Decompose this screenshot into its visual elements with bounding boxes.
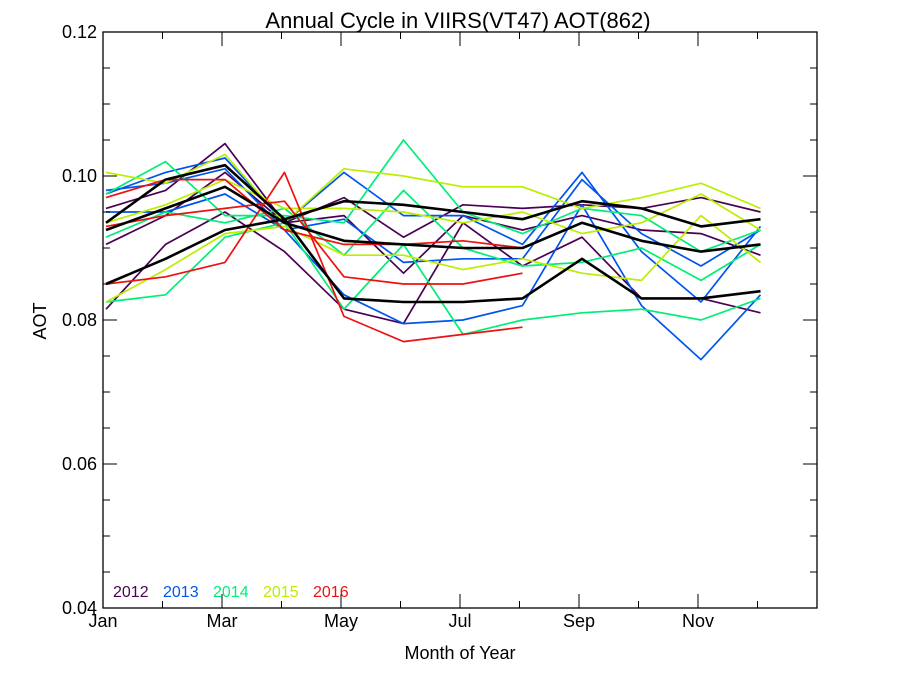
series-line [105,221,761,336]
series-line [105,178,761,235]
series-line [105,200,523,285]
legend-entry-2016: 2016 [313,584,349,601]
series-line [105,163,761,228]
series-line [105,153,761,224]
series-line [106,178,761,267]
legend: 2012 2013 2014 2015 2016 [113,584,349,601]
series-line [105,142,761,239]
series-line [105,139,761,253]
y-tick-label: 0.06 [62,454,97,474]
y-tick-label: 0.12 [62,22,97,42]
x-tick-label: Nov [682,611,714,631]
x-tick-label: May [324,611,358,631]
series-line [105,185,761,253]
chart-title: Annual Cycle in VIIRS(VT47) AOT(862) [265,8,650,33]
y-tick-labels: 0.04 0.06 0.08 0.10 0.12 [62,22,97,618]
series-line [105,157,762,303]
x-tick-label: Jan [88,611,117,631]
legend-entry-2014: 2014 [213,584,249,601]
y-tick-label: 0.10 [62,166,97,186]
series-line [105,189,761,282]
x-tick-labels: Jan Mar May Jul Sep Nov [88,611,714,631]
series-line [105,214,762,303]
x-tick-label: Sep [563,611,595,631]
y-tick-label: 0.04 [62,598,97,618]
legend-entry-2015: 2015 [263,584,299,601]
series-line [105,167,762,361]
x-tick-label: Mar [207,611,238,631]
series-line [105,171,523,343]
legend-entry-2013: 2013 [163,584,199,601]
series-line [105,178,523,249]
plot-frame [102,31,818,609]
y-axis-label: AOT [30,302,50,339]
plot-series [105,139,762,361]
y-tick-label: 0.08 [62,310,97,330]
x-tick-label: Jul [448,611,471,631]
x-axis-label: Month of Year [404,643,515,663]
legend-entry-2012: 2012 [113,584,149,601]
series-line [105,217,761,304]
